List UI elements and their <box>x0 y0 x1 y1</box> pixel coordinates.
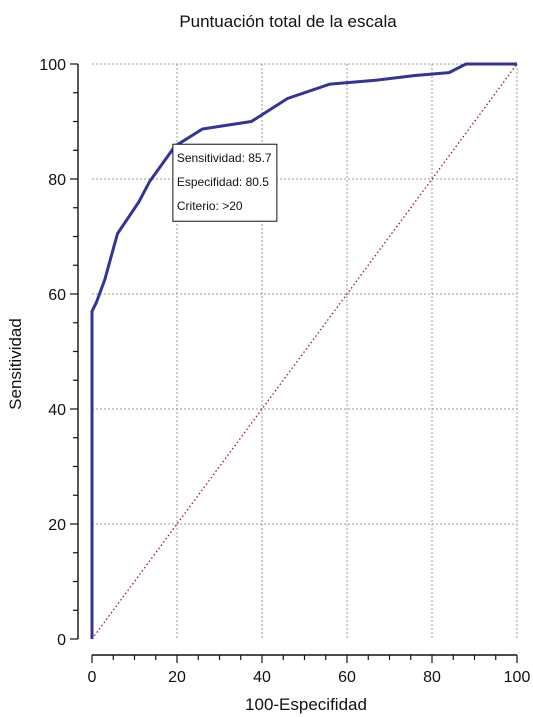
x-axis-label: 100-Especifidad <box>245 695 367 714</box>
x-tick-label: 100 <box>504 669 531 686</box>
axes: 0 20 40 60 80 100 0 20 40 60 80 100 <box>39 57 530 686</box>
annotation-line: Criterio: >20 <box>177 199 243 213</box>
y-tick-label: 60 <box>48 287 66 304</box>
x-tick-label: 0 <box>88 669 97 686</box>
annotation-line: Especifidad: 80.5 <box>177 175 269 189</box>
chart-title: Puntuación total de la escala <box>179 12 397 31</box>
roc-curve-line <box>90 62 517 639</box>
grid <box>92 63 518 639</box>
y-tick-label: 0 <box>57 632 66 649</box>
cutoff-annotation: Sensitividad: 85.7 Especifidad: 80.5 Crite… <box>172 143 278 222</box>
x-tick-label: 40 <box>253 669 271 686</box>
reference-diagonal-line <box>91 63 518 640</box>
annotation-box <box>172 143 278 222</box>
y-tick-label: 20 <box>48 517 66 534</box>
x-tick-label: 80 <box>423 669 441 686</box>
series-group <box>90 62 518 640</box>
y-tick-label: 100 <box>39 57 66 74</box>
x-tick-label: 60 <box>338 669 356 686</box>
y-axis-label: Sensitividad <box>6 318 25 410</box>
annotation-line: Sensitividad: 85.7 <box>177 151 272 165</box>
x-tick-label: 20 <box>168 669 186 686</box>
y-tick-label: 80 <box>48 172 66 189</box>
y-tick-label: 40 <box>48 402 66 419</box>
